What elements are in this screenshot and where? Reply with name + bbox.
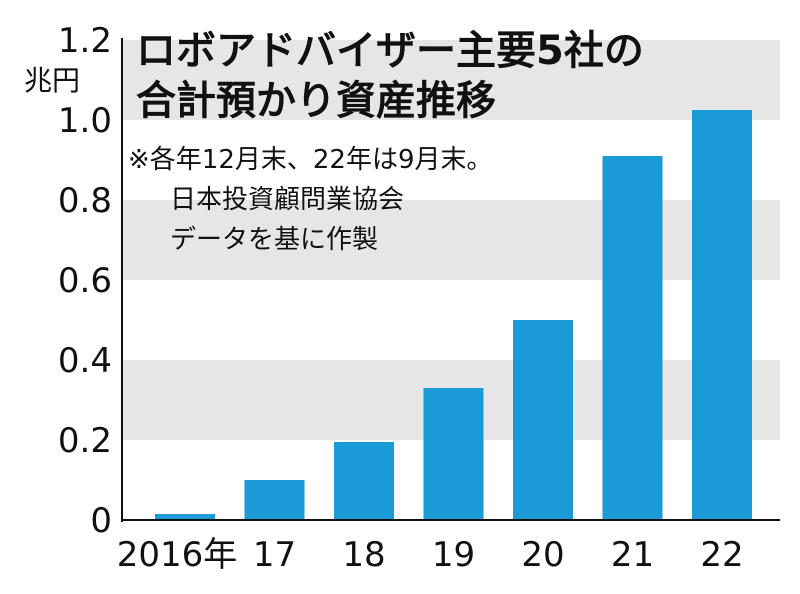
bar xyxy=(155,514,215,520)
bar xyxy=(692,110,752,520)
grid-bands xyxy=(123,40,780,440)
y-tick-label: 0.2 xyxy=(58,421,112,461)
y-tick-label: 0.8 xyxy=(58,181,112,221)
chart-title-line-1: ロボアドバイザー主要5社の xyxy=(136,28,644,74)
bars xyxy=(155,110,752,520)
y-axis-unit: 兆円 xyxy=(24,64,80,97)
y-tick-labels: 0 0.2 0.4 0.6 0.8 1.0 1.2 xyxy=(58,21,112,541)
y-tick-label: 0.6 xyxy=(58,261,112,301)
grid-band xyxy=(123,40,780,120)
y-tick-label: 1.2 xyxy=(58,21,112,61)
x-tick-label: 2016年 xyxy=(117,535,238,575)
chart-title-line-2: 合計預かり資産推移 xyxy=(136,78,496,124)
grid-band xyxy=(123,200,780,280)
x-tick-labels: 2016年 17 18 19 20 21 22 xyxy=(117,535,744,575)
x-tick-label: 20 xyxy=(521,535,564,575)
x-tick-label: 17 xyxy=(253,535,296,575)
bar xyxy=(602,156,663,520)
note-line-2: 日本投資顧問業協会 xyxy=(170,185,404,215)
bar xyxy=(423,388,484,520)
bar xyxy=(244,480,305,520)
x-tick-label: 18 xyxy=(342,535,385,575)
bar xyxy=(513,320,573,520)
x-tick-label: 22 xyxy=(700,535,743,575)
x-tick-label: 19 xyxy=(432,535,475,575)
note-line-3: データを基に作製 xyxy=(170,225,378,255)
x-tick-label: 21 xyxy=(611,535,654,575)
y-tick-label: 0.4 xyxy=(58,341,112,381)
y-tick-label: 0 xyxy=(90,501,112,541)
note-line-1: ※各年12月末、22年は9月末。 xyxy=(128,145,493,175)
y-tick-label: 1.0 xyxy=(58,101,112,141)
bar xyxy=(334,442,394,520)
